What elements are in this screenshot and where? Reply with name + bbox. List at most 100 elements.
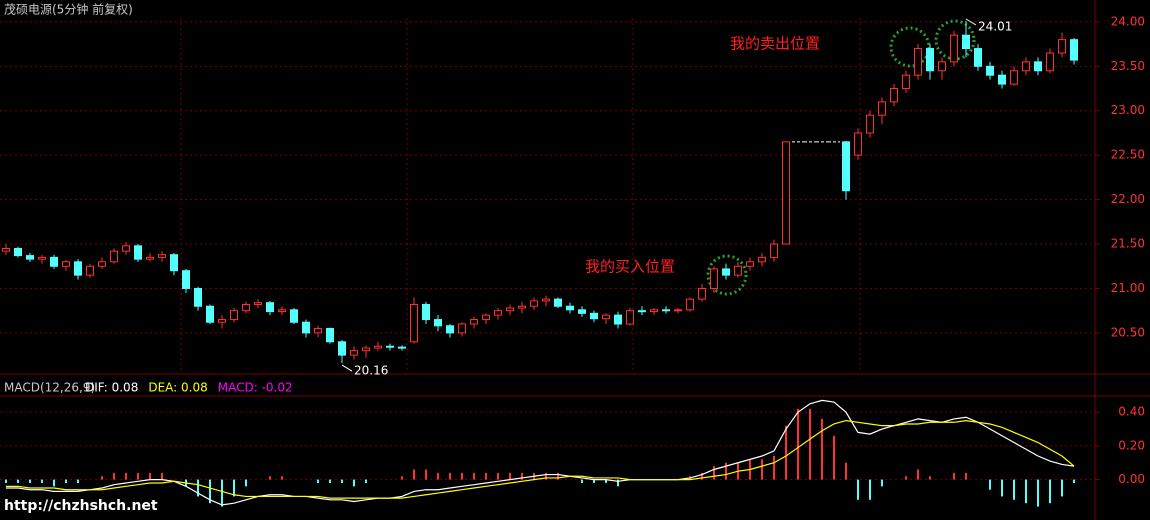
candle-body xyxy=(902,74,910,90)
candle-body xyxy=(866,114,874,134)
candle-body xyxy=(386,345,394,348)
annotation: 我的卖出位置 xyxy=(730,35,820,53)
candle-body xyxy=(986,65,994,76)
candle-body xyxy=(554,298,562,307)
candle-body xyxy=(746,261,754,267)
high-label: 24.01 xyxy=(978,19,1012,33)
candle-body xyxy=(422,303,430,321)
y-tick-label: 0.20 xyxy=(1118,438,1145,452)
candle-body xyxy=(470,319,478,325)
candle-body xyxy=(314,327,322,334)
candle-body xyxy=(1022,61,1030,72)
candle-body xyxy=(542,298,550,302)
legend-entry: DIF: 0.08 xyxy=(85,381,138,395)
low-label: 20.16 xyxy=(354,364,388,378)
candle-body xyxy=(782,141,790,245)
low-pointer xyxy=(341,364,353,372)
y-tick-label: 0.40 xyxy=(1118,405,1145,419)
candle-body xyxy=(482,314,490,321)
candle-body xyxy=(518,305,526,309)
candle-body xyxy=(14,247,22,257)
candle-body xyxy=(710,268,718,289)
candle-body xyxy=(638,310,646,313)
candle-body xyxy=(50,256,58,267)
candle-body xyxy=(974,48,982,67)
highlight-circle xyxy=(706,254,748,296)
y-tick-label: 22.50 xyxy=(1111,148,1145,162)
candle-body xyxy=(182,270,190,289)
candle-body xyxy=(734,265,742,276)
candle-body xyxy=(890,88,898,103)
candle-body xyxy=(1046,52,1054,72)
y-tick-label: 0.00 xyxy=(1118,472,1145,486)
candle-body xyxy=(242,303,250,312)
candle-body xyxy=(566,305,574,311)
candle-body xyxy=(530,300,538,307)
candle-body xyxy=(278,309,286,313)
candle-body xyxy=(698,287,706,300)
candle-body xyxy=(722,268,730,276)
candle-body xyxy=(962,34,970,50)
candle-body xyxy=(266,302,274,313)
highlight-circle xyxy=(934,19,976,61)
candle-body xyxy=(686,298,694,311)
candle-body xyxy=(122,245,130,252)
candle-body xyxy=(254,302,262,305)
candle-body xyxy=(302,321,310,334)
candle-body xyxy=(158,254,166,258)
candle-body xyxy=(926,48,934,72)
candle-body xyxy=(326,327,334,343)
candle-body xyxy=(1010,70,1018,85)
y-tick-label: 20.50 xyxy=(1111,325,1145,339)
candle-body xyxy=(74,261,82,276)
candle-body xyxy=(434,319,442,327)
candle-body xyxy=(950,34,958,63)
candle-body xyxy=(1058,39,1066,54)
candle-body xyxy=(62,261,70,267)
high-pointer xyxy=(965,18,977,26)
candle-body xyxy=(134,245,142,260)
legend-entry: DEA: 0.08 xyxy=(148,381,207,395)
candle-body xyxy=(578,309,586,314)
candle-body xyxy=(338,341,346,356)
candle-body xyxy=(206,305,214,323)
y-tick-label: 22.00 xyxy=(1111,192,1145,206)
y-tick-label: 23.00 xyxy=(1111,103,1145,117)
candle-body xyxy=(590,312,598,320)
candle-body xyxy=(1034,61,1042,72)
candle-body xyxy=(674,309,682,312)
candle-body xyxy=(998,74,1006,85)
candle-body xyxy=(218,319,226,323)
candle-body xyxy=(446,325,454,334)
candle-body xyxy=(230,310,238,321)
indicator-line xyxy=(6,419,1075,499)
candle-body xyxy=(854,132,862,156)
candle-body xyxy=(398,346,406,349)
y-tick-label: 24.00 xyxy=(1111,14,1145,28)
candle-body xyxy=(26,255,34,260)
candle-body xyxy=(878,101,886,116)
candle-body xyxy=(626,310,634,325)
highlight-circle xyxy=(889,26,931,68)
candle-body xyxy=(290,309,298,323)
candle-body xyxy=(2,247,10,252)
y-tick-label: 21.00 xyxy=(1111,281,1145,295)
candle-body xyxy=(38,256,46,260)
candle-body xyxy=(602,314,610,320)
candle-body xyxy=(842,141,850,192)
candle-body xyxy=(758,256,766,263)
candle-body xyxy=(86,265,94,276)
candle-body xyxy=(110,250,118,263)
watermark: http://chzhshch.net xyxy=(4,498,158,514)
legend-entry: MACD: -0.02 xyxy=(218,381,293,395)
candle-body xyxy=(374,345,382,349)
chart-title: 茂硕电源(5分钟 前复权) xyxy=(4,2,133,17)
candle-body xyxy=(98,261,106,267)
candle-body xyxy=(494,310,502,316)
candle-body xyxy=(914,48,922,76)
candle-body xyxy=(650,309,658,313)
candle-body xyxy=(458,323,466,334)
candle-body xyxy=(506,307,514,312)
